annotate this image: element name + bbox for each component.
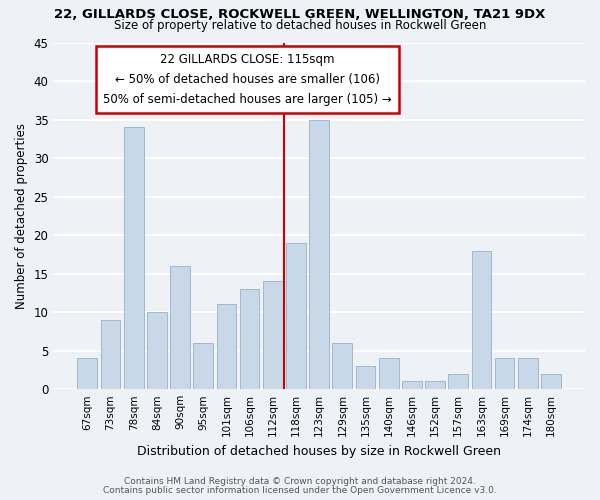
Bar: [170, 266, 190, 389]
Bar: [124, 127, 143, 389]
Bar: [101, 320, 121, 389]
Y-axis label: Number of detached properties: Number of detached properties: [15, 123, 28, 309]
Bar: [217, 304, 236, 389]
Bar: [356, 366, 376, 389]
X-axis label: Distribution of detached houses by size in Rockwell Green: Distribution of detached houses by size …: [137, 444, 501, 458]
Bar: [286, 243, 306, 389]
Bar: [541, 374, 561, 389]
Bar: [472, 250, 491, 389]
Text: Size of property relative to detached houses in Rockwell Green: Size of property relative to detached ho…: [114, 18, 486, 32]
Bar: [147, 312, 167, 389]
Bar: [240, 289, 259, 389]
Bar: [425, 382, 445, 389]
Bar: [495, 358, 514, 389]
Text: Contains public sector information licensed under the Open Government Licence v3: Contains public sector information licen…: [103, 486, 497, 495]
Bar: [193, 343, 213, 389]
Bar: [77, 358, 97, 389]
Bar: [518, 358, 538, 389]
Bar: [448, 374, 468, 389]
Bar: [332, 343, 352, 389]
Text: 22 GILLARDS CLOSE: 115sqm
← 50% of detached houses are smaller (106)
50% of semi: 22 GILLARDS CLOSE: 115sqm ← 50% of detac…: [103, 53, 392, 106]
Bar: [309, 120, 329, 389]
Bar: [402, 382, 422, 389]
Text: Contains HM Land Registry data © Crown copyright and database right 2024.: Contains HM Land Registry data © Crown c…: [124, 478, 476, 486]
Text: 22, GILLARDS CLOSE, ROCKWELL GREEN, WELLINGTON, TA21 9DX: 22, GILLARDS CLOSE, ROCKWELL GREEN, WELL…: [55, 8, 545, 20]
Bar: [379, 358, 398, 389]
Bar: [263, 282, 283, 389]
